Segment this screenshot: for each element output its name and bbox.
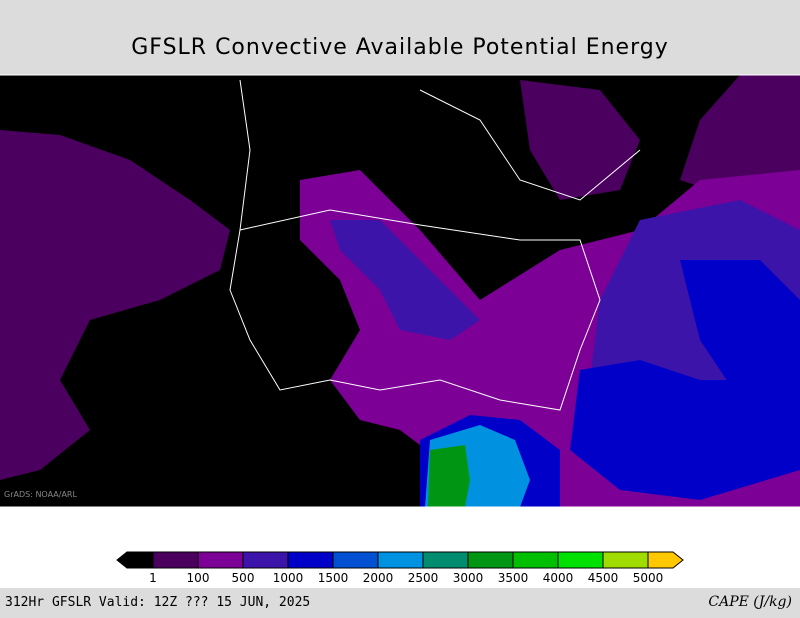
colorbar-label: 1000 [273,571,304,585]
region [520,80,640,200]
colorbar-label: 3000 [453,571,484,585]
region [330,220,480,340]
colorbar-segment [557,551,604,569]
colorbar-label: 1500 [318,571,349,585]
header-band [0,0,800,75]
colorbar-label: 5000 [633,571,664,585]
coastline [239,79,641,231]
colorbar-segment [602,551,649,569]
colorbar-segment [467,551,514,569]
footer-right: CAPE (J/kg) [708,594,792,610]
colorbar-segment [377,551,424,569]
colorbar-label: 500 [232,571,255,585]
colorbar-label: 3500 [498,571,529,585]
map: GrADS: NOAA/ARL [0,74,800,508]
region [428,445,470,507]
colorbar-label: 4500 [588,571,619,585]
colorbar-segment [152,551,199,569]
footer-left: 312Hr GFSLR Valid: 12Z ??? 15 JUN, 2025 [5,595,310,610]
colorbar-label: 100 [187,571,210,585]
colorbar-segment [422,551,469,569]
colorbar-segment [512,551,559,569]
footer-band [0,588,800,618]
region [0,130,230,480]
colorbar-segment [647,551,684,569]
colorbar-segment [197,551,244,569]
colorbar: 1 100 500 1000 1500 2000 2500 3000 3500 4000 4500 5… [116,551,684,585]
colorbar-segment [116,551,154,569]
region [680,75,800,200]
colorbar-segment [287,551,334,569]
region [570,360,800,500]
colorbar-segment [332,551,379,569]
map-border [0,74,800,508]
colorbar-label: 1 [149,571,157,585]
watermark: GrADS: NOAA/ARL [4,490,77,499]
coastline [229,209,601,411]
colorbar-label: 4000 [543,571,574,585]
colorbar-segment [242,551,289,569]
region [680,260,800,400]
colorbar-label: 2000 [363,571,394,585]
map-title: GFSLR Convective Available Potential Ene… [131,35,668,60]
colorbar-label: 2500 [408,571,439,585]
